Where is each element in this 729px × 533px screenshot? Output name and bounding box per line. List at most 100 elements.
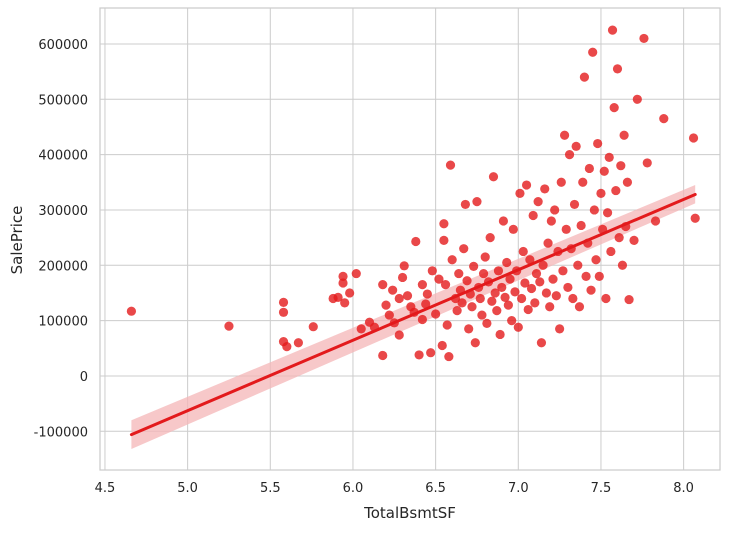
data-point (619, 130, 629, 140)
regression-line-group (129, 192, 697, 437)
data-point (596, 188, 606, 198)
data-point (488, 172, 499, 182)
data-points (126, 25, 700, 362)
data-point (293, 338, 303, 348)
data-point (650, 216, 661, 226)
data-point (545, 302, 555, 312)
x-tick-labels: 4.5 5.0 5.5 6.0 6.5 7.0 7.5 8.0 (95, 481, 694, 496)
data-point (507, 316, 517, 326)
data-point (482, 318, 492, 328)
regression-line (129, 192, 697, 437)
data-point (338, 278, 348, 288)
data-point (388, 285, 398, 295)
data-point (688, 133, 699, 143)
data-point (531, 268, 542, 279)
data-point (411, 236, 421, 247)
data-point (607, 25, 618, 35)
y-tick-label: 200000 (38, 259, 88, 274)
data-point (594, 271, 604, 281)
data-point (604, 152, 614, 162)
data-point (571, 141, 581, 151)
data-point (422, 289, 432, 299)
data-point (588, 47, 598, 57)
data-point (622, 177, 633, 187)
data-point (444, 351, 454, 362)
y-tick-label: 500000 (38, 93, 88, 108)
data-point (568, 293, 578, 304)
data-point (426, 348, 436, 358)
data-point (308, 322, 318, 332)
data-point (502, 257, 512, 268)
data-point (442, 320, 452, 330)
data-point (487, 296, 497, 306)
y-tick-label: 400000 (38, 149, 88, 164)
data-point (493, 266, 504, 276)
data-point (394, 293, 404, 304)
x-axis-label: TotalBsmtSF (363, 504, 456, 522)
data-point (563, 282, 573, 293)
data-point (381, 300, 391, 310)
data-point (490, 288, 500, 298)
data-point (333, 292, 343, 302)
data-point (503, 300, 513, 310)
data-point (612, 64, 623, 74)
data-point (528, 210, 538, 221)
data-point (576, 220, 586, 231)
data-point (578, 177, 588, 187)
data-point (351, 268, 361, 279)
data-point (485, 233, 495, 243)
y-tick-label: 0 (80, 370, 88, 385)
data-point (278, 307, 289, 317)
y-tick-label: 300000 (38, 204, 88, 219)
data-point (464, 324, 474, 334)
data-point (559, 130, 570, 140)
data-point (394, 330, 404, 340)
data-point (517, 293, 527, 304)
data-point (513, 322, 523, 332)
data-point (338, 271, 348, 281)
data-point (690, 213, 700, 223)
data-point (616, 161, 626, 171)
data-point (581, 271, 591, 281)
x-tick-label: 6.5 (425, 481, 446, 496)
data-point (609, 102, 619, 113)
data-point (525, 255, 535, 265)
x-tick-label: 7.5 (591, 481, 612, 496)
data-point (437, 340, 447, 351)
data-point (378, 280, 388, 290)
data-point (614, 233, 624, 243)
data-point (639, 33, 649, 44)
y-axis-label: SalePrice (8, 206, 26, 275)
data-point (510, 287, 520, 297)
data-point (611, 185, 621, 196)
y-tick-labels: -100000 0 100000 200000 300000 400000 500000 60… (34, 38, 88, 440)
data-point (462, 276, 472, 286)
data-point (447, 255, 457, 265)
x-tick-label: 4.5 (95, 481, 116, 496)
data-point (599, 166, 609, 176)
data-point (535, 277, 545, 287)
data-point (470, 338, 480, 348)
data-point (475, 293, 485, 304)
data-point (440, 280, 451, 290)
data-point (574, 302, 585, 312)
data-point (606, 246, 616, 257)
data-point (530, 298, 540, 308)
data-point (538, 260, 548, 270)
data-point (569, 199, 580, 210)
data-point (591, 255, 601, 265)
data-point (477, 310, 487, 320)
data-point (520, 278, 530, 288)
data-point (467, 302, 477, 312)
data-point (541, 288, 552, 298)
data-point (558, 266, 568, 276)
data-point (356, 324, 366, 334)
data-point (498, 216, 509, 226)
data-point (439, 235, 449, 245)
data-point (555, 324, 565, 334)
data-point (550, 205, 560, 215)
data-point (478, 268, 489, 279)
data-point (500, 292, 510, 302)
